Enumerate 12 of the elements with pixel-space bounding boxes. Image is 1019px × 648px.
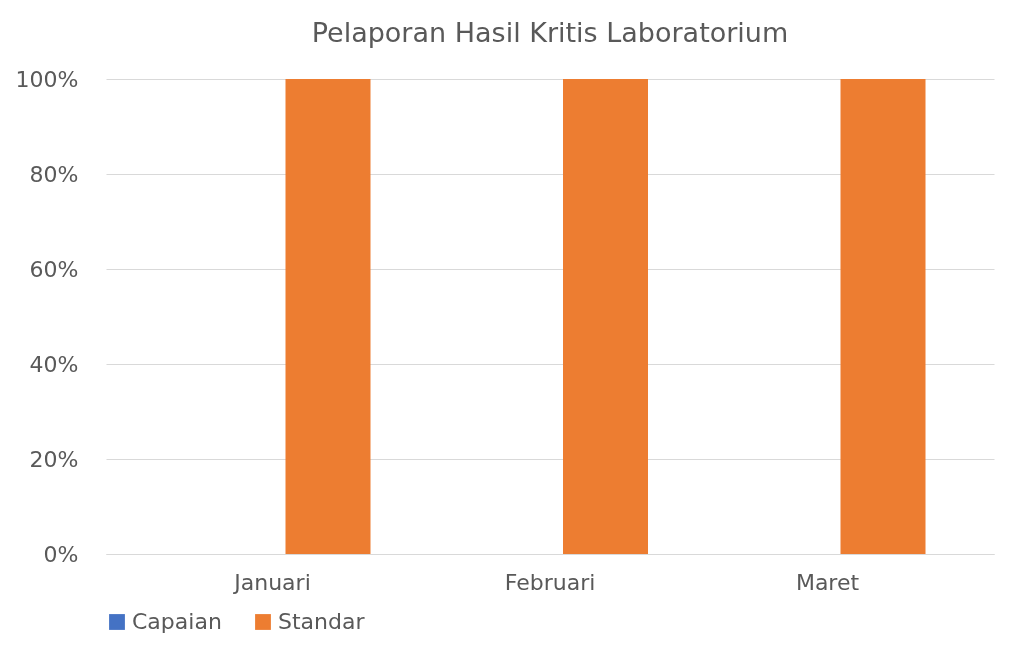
y-tick-label: 20% bbox=[29, 446, 79, 472]
y-tick-label: 60% bbox=[29, 256, 79, 282]
legend-label: Standar bbox=[278, 609, 366, 634]
x-tick-label: Maret bbox=[795, 569, 860, 595]
x-tick-label: Februari bbox=[504, 569, 596, 595]
y-tick-label: 40% bbox=[29, 351, 79, 377]
y-tick-label: 0% bbox=[43, 541, 79, 567]
y-tick-label: 100% bbox=[15, 66, 79, 92]
chart-title: Pelaporan Hasil Kritis Laboratorium bbox=[311, 17, 789, 48]
y-tick-label: 80% bbox=[29, 161, 79, 187]
x-tick-label: Januari bbox=[232, 569, 311, 595]
legend-label: Capaian bbox=[132, 609, 222, 634]
